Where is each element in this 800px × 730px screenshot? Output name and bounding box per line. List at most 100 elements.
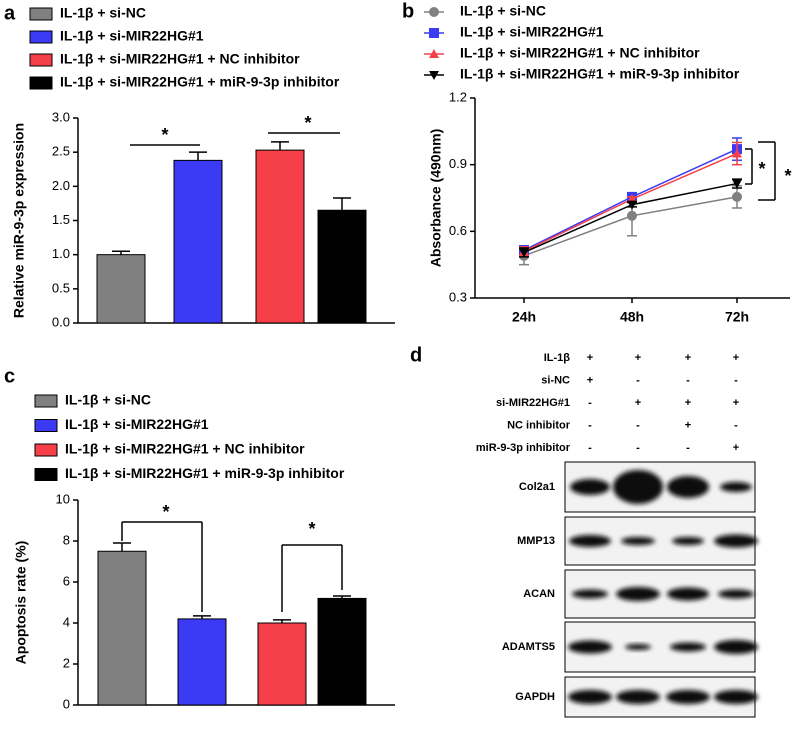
legend-label: IL-1β + si-MIR22HG#1 + miR-9-3p inhibito…: [65, 465, 345, 481]
significance-star: *: [784, 166, 791, 186]
y-tick-label: 1.2: [449, 89, 467, 104]
condition-label: NC inhibitor: [507, 419, 571, 431]
y-tick-label: 0.0: [52, 314, 70, 329]
panel-label: c: [4, 365, 15, 387]
point: [627, 210, 637, 221]
legend-label: IL-1β + si-NC: [60, 5, 146, 21]
y-tick-label: 2.0: [52, 178, 70, 193]
condition-sign: -: [636, 374, 640, 386]
panel-label: b: [402, 0, 414, 22]
band: [568, 690, 612, 704]
legend-swatch: [29, 53, 53, 67]
panel-label: d: [410, 344, 422, 366]
bar: [96, 254, 146, 324]
point: [732, 179, 742, 189]
point: [429, 71, 439, 80]
y-tick-label: 2: [63, 655, 70, 670]
band: [714, 690, 758, 704]
legend-swatch: [34, 443, 58, 457]
significance-star: *: [758, 159, 765, 179]
band: [718, 589, 754, 599]
condition-sign: +: [733, 352, 739, 364]
condition-sign: -: [734, 419, 738, 431]
point: [429, 28, 439, 38]
band: [720, 482, 752, 492]
band: [621, 537, 655, 545]
condition-sign: +: [685, 397, 691, 409]
condition-sign: +: [685, 352, 691, 364]
condition-sign: -: [686, 442, 690, 454]
y-tick-label: 2.5: [52, 144, 70, 159]
point: [732, 191, 742, 202]
y-tick-label: 0.9: [449, 156, 467, 171]
condition-label: miR-9-3p inhibitor: [476, 442, 571, 454]
y-tick-label: 8: [63, 532, 70, 547]
significance-star: *: [304, 113, 311, 133]
bar: [255, 149, 305, 324]
legend-swatch: [29, 76, 53, 90]
legend-label: IL-1β + si-NC: [65, 392, 151, 408]
band: [616, 690, 660, 704]
point: [429, 49, 439, 58]
point: [732, 148, 742, 158]
condition-sign: +: [733, 397, 739, 409]
condition-sign: +: [685, 419, 691, 431]
condition-label: si-NC: [541, 374, 570, 386]
condition-sign: -: [686, 374, 690, 386]
band-label: MMP13: [517, 535, 555, 547]
legend-label: IL-1β + si-MIR22HG#1: [65, 416, 209, 432]
y-tick-label: 1.0: [52, 246, 70, 261]
y-axis-label: Absorbance (490nm): [428, 129, 444, 267]
band-label: GAPDH: [515, 691, 555, 703]
y-tick-label: 0: [63, 696, 70, 711]
legend-label: IL-1β + si-MIR22HG#1: [460, 24, 604, 40]
band: [625, 644, 651, 650]
y-tick-label: 6: [63, 573, 70, 588]
band: [613, 470, 663, 504]
legend-swatch: [34, 419, 58, 432]
band: [670, 642, 706, 652]
legend-label: IL-1β + si-MIR22HG#1 + miR-9-3p inhibito…: [460, 66, 740, 82]
y-tick-label: 0.6: [449, 223, 467, 238]
band: [572, 589, 608, 599]
x-tick-label: 24h: [512, 309, 536, 325]
y-tick-label: 4: [63, 614, 70, 629]
legend-label: IL-1β + si-MIR22HG#1 + miR-9-3p inhibito…: [60, 74, 340, 90]
legend-swatch: [34, 468, 58, 481]
point: [627, 200, 637, 210]
legend-swatch: [34, 394, 58, 408]
band: [667, 476, 709, 498]
significance-star: *: [161, 125, 168, 145]
significance-star: *: [308, 519, 315, 539]
y-tick-label: 10: [56, 491, 70, 506]
band: [672, 537, 704, 545]
y-tick-label: 0.3: [449, 289, 467, 304]
point: [519, 248, 529, 258]
condition-sign: -: [636, 442, 640, 454]
legend-label: IL-1β + si-MIR22HG#1 + NC inhibitor: [60, 51, 300, 67]
y-tick-label: 3.0: [52, 109, 70, 124]
band: [666, 690, 710, 704]
condition-sign: -: [588, 442, 592, 454]
condition-sign: -: [636, 419, 640, 431]
band-label: ACAN: [523, 588, 555, 600]
condition-sign: +: [635, 352, 641, 364]
bar: [317, 209, 367, 324]
condition-sign: +: [587, 352, 593, 364]
bar: [257, 622, 307, 706]
band: [667, 587, 709, 601]
legend-swatch: [29, 30, 53, 44]
legend-label: IL-1β + si-MIR22HG#1: [60, 28, 204, 44]
condition-sign: -: [734, 374, 738, 386]
bar: [317, 597, 367, 706]
condition-sign: +: [635, 397, 641, 409]
legend-label: IL-1β + si-NC: [460, 3, 546, 19]
x-tick-label: 72h: [725, 309, 749, 325]
bar: [97, 550, 147, 706]
condition-sign: +: [587, 374, 593, 386]
significance-star: *: [162, 502, 169, 522]
band-label: Col2a1: [519, 481, 555, 493]
condition-label: IL-1β: [544, 352, 571, 364]
condition-label: si-MIR22HG#1: [496, 397, 570, 409]
